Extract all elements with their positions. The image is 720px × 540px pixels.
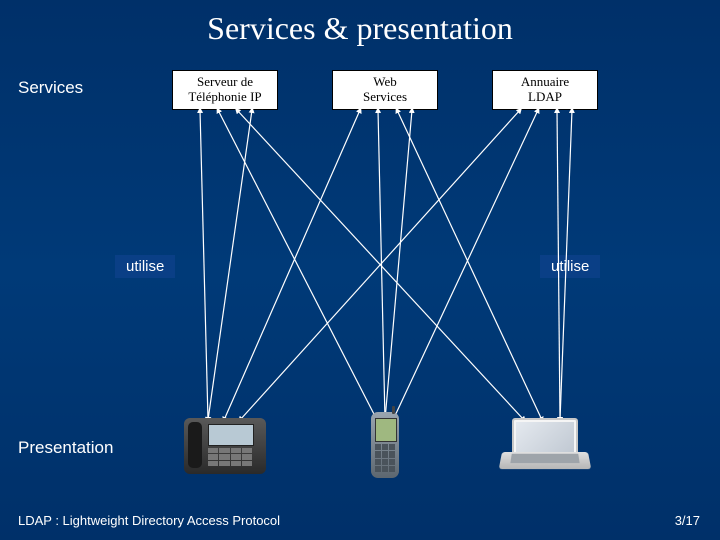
connection-lines — [0, 0, 720, 540]
device-laptop — [502, 418, 588, 476]
slide: Services & presentation Services Present… — [0, 0, 720, 540]
device-ip-phone — [184, 418, 266, 474]
laptop-icon — [502, 418, 588, 476]
footnote-text: LDAP : Lightweight Directory Access Prot… — [18, 513, 280, 528]
phone-icon — [184, 418, 266, 474]
device-mobile-phone — [371, 412, 399, 478]
mobile-icon — [371, 412, 399, 478]
page-number: 3/17 — [675, 513, 700, 528]
